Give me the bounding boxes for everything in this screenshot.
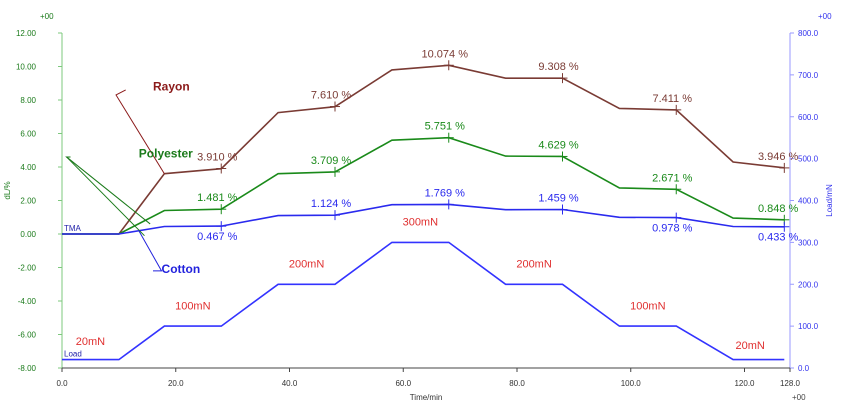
y-left-tick-label: 12.00 bbox=[16, 29, 37, 38]
series-layer bbox=[62, 60, 790, 361]
data-label: 3.709 % bbox=[311, 155, 352, 167]
data-label: 4.629 % bbox=[538, 139, 579, 151]
y-right-tick-label: 800.0 bbox=[798, 29, 819, 38]
data-label: 3.946 % bbox=[758, 151, 799, 163]
y-right-tick-label: 600.0 bbox=[798, 113, 819, 122]
callout-label-cotton: Cotton bbox=[162, 262, 201, 276]
series-line-cotton bbox=[62, 203, 785, 235]
x-tick-label: 80.0 bbox=[509, 379, 525, 388]
y-left-tick-label: 10.00 bbox=[16, 63, 37, 72]
load-step-label: 200mN bbox=[516, 259, 552, 271]
y-left-tick-label: -2.00 bbox=[18, 264, 37, 273]
x-tick-label: 0.0 bbox=[56, 379, 68, 388]
x-axis-title: Time/min bbox=[410, 393, 443, 402]
data-label: 2.671 % bbox=[652, 172, 693, 184]
y-left-tick-label: 2.00 bbox=[20, 197, 36, 206]
tma-label: TMA bbox=[64, 224, 82, 233]
load-step-label: 100mN bbox=[175, 300, 211, 312]
y-right-tick-label: 100.0 bbox=[798, 322, 819, 331]
series-line-rayon bbox=[62, 64, 785, 235]
y-right-tick-label: 200.0 bbox=[798, 280, 819, 289]
series-line-load bbox=[62, 241, 785, 361]
data-label: 5.751 % bbox=[425, 121, 466, 133]
x-tick-label: 40.0 bbox=[282, 379, 298, 388]
callout-line bbox=[138, 230, 163, 272]
callout-label-polyester: Polyester bbox=[139, 147, 193, 161]
x-tick-label: 60.0 bbox=[395, 379, 411, 388]
data-label: 7.411 % bbox=[652, 93, 692, 105]
x-tick-label: 128.0 bbox=[780, 379, 801, 388]
callout-label-rayon: Rayon bbox=[153, 80, 190, 94]
data-label: 7.610 % bbox=[311, 90, 352, 102]
data-label: 9.308 % bbox=[538, 61, 579, 73]
chart-axes: +00 +00+0012.0010.008.006.004.002.000.00-… bbox=[3, 12, 834, 402]
data-label: 0.433 % bbox=[758, 232, 799, 244]
corner-label-top-left: +00 bbox=[40, 12, 54, 21]
y-left-tick-label: -8.00 bbox=[18, 364, 37, 373]
series-line-polyester bbox=[62, 136, 785, 235]
load-step-label: 300mN bbox=[403, 217, 439, 229]
data-label: 10.074 % bbox=[422, 48, 469, 60]
y-right-tick-label: 700.0 bbox=[798, 71, 819, 80]
y-axis-left-title: dL/% bbox=[3, 181, 12, 199]
load-step-label: 20mN bbox=[76, 336, 105, 348]
load-step-label: 100mN bbox=[630, 300, 666, 312]
load-step-label: 20mN bbox=[736, 340, 765, 352]
y-left-tick-label: -4.00 bbox=[18, 297, 37, 306]
y-axis-right-title: Load/mN bbox=[825, 184, 834, 217]
y-left-tick-label: 0.00 bbox=[20, 230, 36, 239]
y-left-tick-label: 8.00 bbox=[20, 96, 36, 105]
data-label: 1.459 % bbox=[538, 193, 579, 205]
data-label: 0.467 % bbox=[197, 231, 238, 243]
load-step-label: 200mN bbox=[289, 259, 325, 271]
corner-label-bottom-right: +00 bbox=[792, 393, 806, 402]
data-label: 0.978 % bbox=[652, 223, 693, 235]
data-label: 3.910 % bbox=[197, 152, 238, 164]
x-tick-label: 20.0 bbox=[168, 379, 184, 388]
y-left-tick-label: -6.00 bbox=[18, 331, 37, 340]
y-right-tick-label: 300.0 bbox=[798, 238, 819, 247]
callout-line bbox=[115, 89, 165, 174]
data-label: 1.769 % bbox=[425, 187, 466, 199]
y-right-tick-label: 500.0 bbox=[798, 155, 819, 164]
load-label: Load bbox=[64, 350, 82, 359]
data-label: 1.481 % bbox=[197, 192, 238, 204]
callout-line bbox=[66, 156, 145, 237]
y-right-tick-label: 400.0 bbox=[798, 197, 819, 206]
x-tick-label: 100.0 bbox=[621, 379, 642, 388]
labels-layer: 3.910 % 7.610 % 10.074 % 9.308 % 7.411 % 3.94… bbox=[64, 48, 799, 358]
data-label: 0.848 % bbox=[758, 203, 799, 215]
y-left-tick-label: 6.00 bbox=[20, 130, 36, 139]
data-label: 1.124 % bbox=[311, 198, 352, 210]
y-right-tick-label: 0.0 bbox=[798, 364, 810, 373]
x-tick-label: 120.0 bbox=[734, 379, 755, 388]
callout-line bbox=[65, 156, 151, 225]
y-left-tick-label: 4.00 bbox=[20, 163, 36, 172]
corner-label-top-right: +00 bbox=[818, 12, 832, 21]
